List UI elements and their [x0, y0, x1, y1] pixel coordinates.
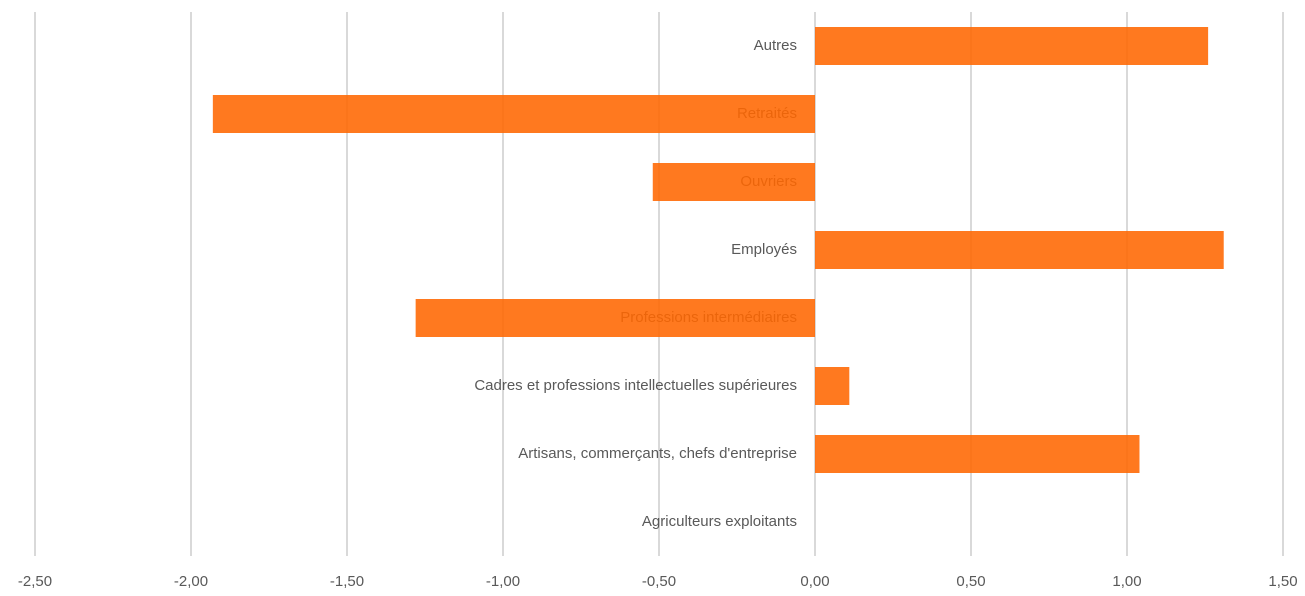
- bar: [815, 231, 1224, 269]
- y-tick-label: Employés: [731, 241, 797, 258]
- y-tick-label: Agriculteurs exploitants: [642, 513, 797, 530]
- y-tick-label: Cadres et professions intellectuelles su…: [474, 377, 797, 394]
- x-tick-label: -2,50: [18, 573, 52, 590]
- y-tick-label: Artisans, commerçants, chefs d'entrepris…: [518, 445, 797, 462]
- x-tick-label: 0,50: [956, 573, 985, 590]
- bar: [815, 27, 1209, 65]
- bar: [815, 367, 850, 405]
- bar: [652, 163, 815, 201]
- bar: [415, 299, 815, 337]
- x-tick-label: -0,50: [642, 573, 676, 590]
- bar: [212, 95, 816, 133]
- x-tick-label: -1,50: [330, 573, 364, 590]
- x-tick-label: 1,50: [1268, 573, 1297, 590]
- y-tick-label: Autres: [754, 37, 797, 54]
- x-tick-label: 0,00: [800, 573, 829, 590]
- x-tick-label: 1,00: [1112, 573, 1141, 590]
- bar: [815, 435, 1140, 473]
- x-tick-label: -2,00: [174, 573, 208, 590]
- x-tick-label: -1,00: [486, 573, 520, 590]
